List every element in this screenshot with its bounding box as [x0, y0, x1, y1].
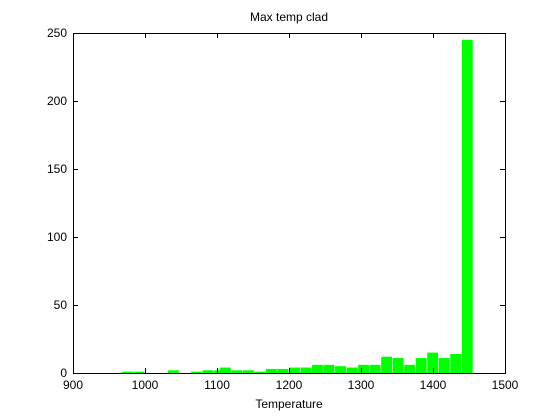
histogram-bar: [202, 370, 214, 373]
x-tick-label: 1300: [348, 378, 375, 392]
histogram-bar: [438, 358, 450, 373]
histogram-bar: [277, 368, 289, 373]
plot-area: [73, 33, 505, 373]
x-axis-label: Temperature: [255, 397, 323, 411]
histogram-bar: [323, 364, 335, 373]
histogram-bar: [214, 370, 226, 373]
y-tick-label: 0: [60, 366, 67, 380]
histogram-bar: [219, 367, 231, 373]
histogram-bar: [231, 370, 243, 373]
histogram-bar: [289, 367, 300, 373]
histogram-bar: [346, 367, 358, 373]
histogram-bar: [254, 371, 266, 373]
y-tick-label: 50: [54, 298, 68, 312]
y-tick-label: 150: [47, 162, 67, 176]
chart-title: Max temp clad: [250, 10, 328, 24]
ticks-group: 900 1000 1100 1200 1300 1400 1500 0 50 100 150 200 2…: [47, 26, 519, 392]
histogram-bar: [450, 353, 462, 373]
y-tick-label: 200: [47, 94, 67, 108]
histogram-bar: [133, 371, 145, 373]
x-tick-label: 1200: [276, 378, 303, 392]
histogram-bar: [300, 367, 312, 373]
x-tick-label: 1000: [132, 378, 159, 392]
histogram-bar: [369, 364, 381, 373]
histogram-bar: [265, 368, 277, 373]
histogram-bar: [191, 371, 202, 373]
bars-group: [121, 39, 473, 374]
histogram-bar: [381, 356, 393, 373]
y-tick-label: 100: [47, 230, 67, 244]
histogram-bar: [242, 370, 254, 373]
x-tick-label: 900: [63, 378, 83, 392]
x-tick-label: 1400: [420, 378, 447, 392]
histogram-bar: [392, 358, 404, 373]
y-tick-label: 250: [47, 26, 67, 40]
x-tick-label: 1500: [492, 378, 519, 392]
histogram-bar: [404, 364, 416, 373]
histogram-bar: [168, 370, 179, 373]
histogram-bar: [415, 358, 427, 373]
histogram-bar: [335, 366, 346, 373]
histogram-bar: [358, 364, 370, 373]
histogram-bar: [121, 371, 133, 373]
histogram-bar: [312, 364, 323, 373]
histogram-bar: [461, 39, 473, 374]
histogram-bar: [427, 352, 439, 373]
x-tick-label: 1100: [204, 378, 230, 392]
